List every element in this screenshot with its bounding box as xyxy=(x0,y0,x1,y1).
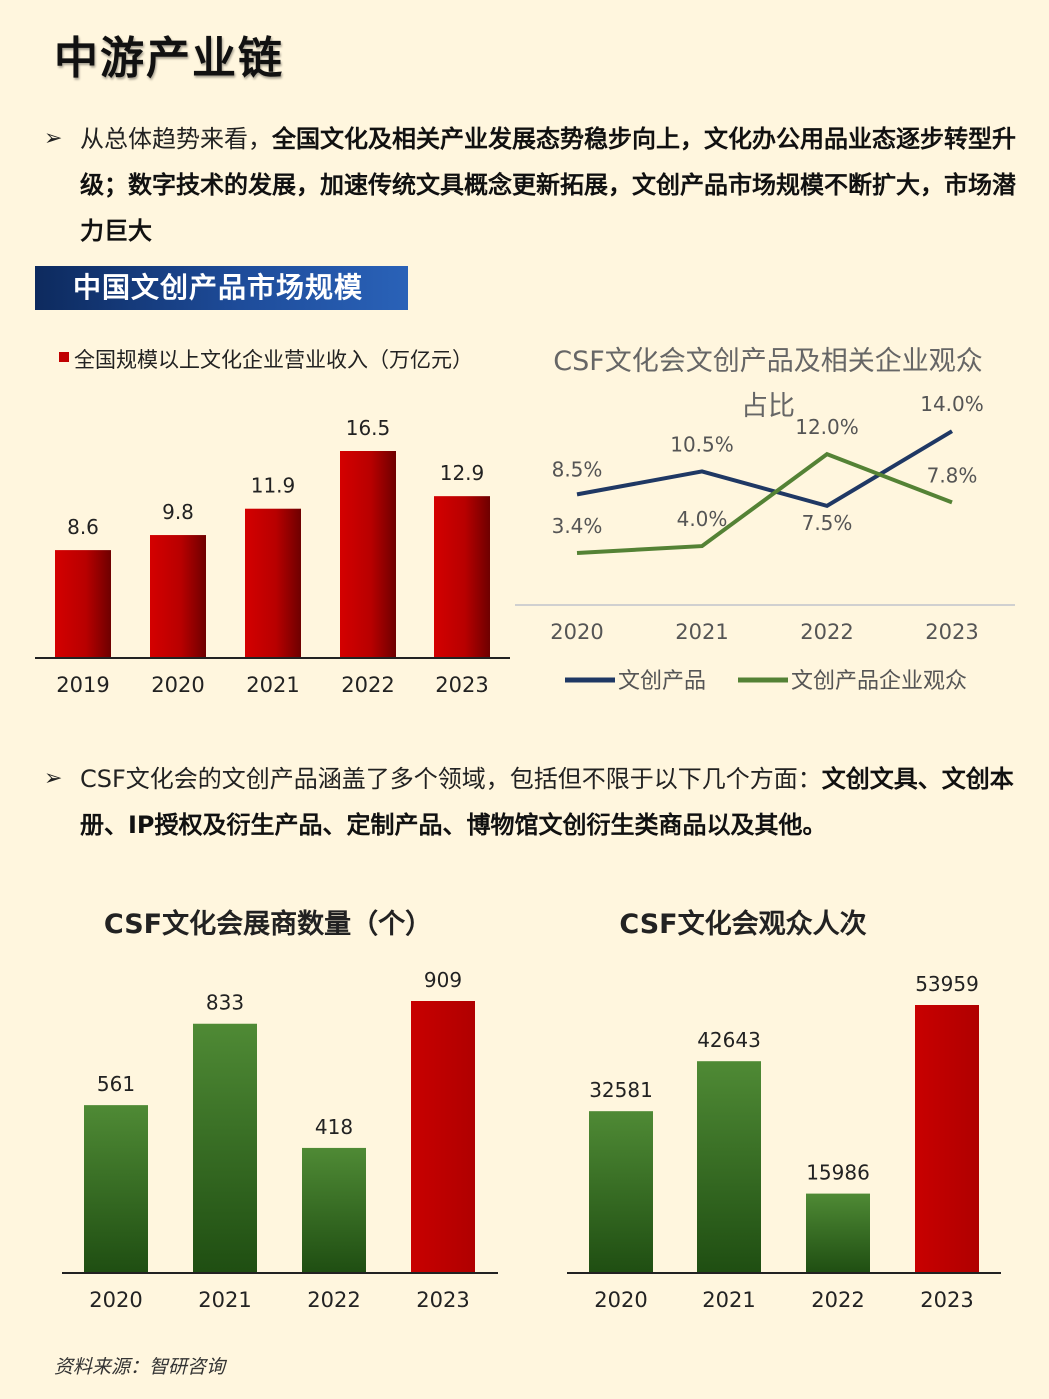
arrow-bullet-icon: ➢ xyxy=(44,126,63,151)
value-label: 418 xyxy=(315,1115,353,1139)
series-line-2 xyxy=(576,451,953,555)
value-label: 15986 xyxy=(806,1161,870,1185)
tick-label: 2020 xyxy=(89,1288,142,1312)
value-label: 11.9 xyxy=(251,474,296,498)
tick-label: 2023 xyxy=(416,1288,469,1312)
bar-2023 xyxy=(411,1001,475,1273)
data-label: 10.5% xyxy=(670,432,734,456)
value-label: 16.5 xyxy=(346,416,391,440)
chart-title: CSF文化会观众人次 xyxy=(619,908,866,940)
revenue-bar-chart: 全国规模以上文化企业营业收入（万亿元） 8.6 2019 9.8 2020 11.9 20… xyxy=(35,348,510,697)
bar-2022 xyxy=(302,1147,366,1273)
legend-label: 文创产品企业观众 xyxy=(791,669,967,694)
exhibitors-bar-chart: CSF文化会展商数量（个） 561 2020 833 2021 418 2022 909 20… xyxy=(62,908,498,1312)
tick-label: 2020 xyxy=(151,673,204,697)
intro-text: 从总体趋势来看，全国文化及相关产业发展态势稳步向上，文化办公用品业态逐步转型升级… xyxy=(80,125,1016,245)
visitors-bar-chart: CSF文化会观众人次 32581 2020 42643 2021 15986 2022 53… xyxy=(567,908,1001,1312)
tick-label: 2021 xyxy=(198,1288,251,1312)
value-label: 53959 xyxy=(915,972,979,996)
chart-title-line1: CSF文化会文创产品及相关企业观众 xyxy=(553,346,983,377)
series-line-1 xyxy=(576,429,954,509)
arrow-bullet-icon: ➢ xyxy=(44,766,63,791)
bar-2020 xyxy=(589,1111,653,1273)
legend-label: 全国规模以上文化企业营业收入（万亿元） xyxy=(74,348,473,372)
bar-2021 xyxy=(245,508,301,658)
tick-label: 2020 xyxy=(550,620,603,644)
intro-bullet: ➢ 从总体趋势来看，全国文化及相关产业发展态势稳步向上，文化办公用品业态逐步转型… xyxy=(44,116,1019,254)
bar-2023 xyxy=(434,496,490,658)
tick-label: 2021 xyxy=(246,673,299,697)
legend-label: 文创产品 xyxy=(618,669,706,694)
data-label: 3.4% xyxy=(552,514,603,538)
bar-2020 xyxy=(84,1105,148,1273)
value-label: 561 xyxy=(97,1072,135,1096)
tick-label: 2022 xyxy=(341,673,394,697)
page-title: 中游产业链 xyxy=(54,33,284,84)
bar-2023 xyxy=(915,1005,979,1273)
source-note: 资料来源：智研咨询 xyxy=(54,1356,226,1378)
tick-label: 2020 xyxy=(594,1288,647,1312)
data-label: 7.5% xyxy=(802,511,853,535)
share-line-chart: CSF文化会文创产品及相关企业观众 占比 8.5% 10.5% 7.5% 14.0% 3… xyxy=(515,346,1015,694)
bar-2022 xyxy=(806,1193,870,1273)
data-label: 4.0% xyxy=(677,507,728,531)
data-label: 12.0% xyxy=(795,415,859,439)
tick-label: 2022 xyxy=(811,1288,864,1312)
legend-swatch xyxy=(59,352,69,362)
chart-title-line2: 占比 xyxy=(741,391,795,422)
data-label: 14.0% xyxy=(920,392,984,416)
bar-2019 xyxy=(55,550,111,658)
value-label: 42643 xyxy=(697,1028,761,1052)
value-label: 833 xyxy=(206,991,244,1015)
scope-bullet: ➢ CSF文化会的文创产品涵盖了多个领域，包括但不限于以下几个方面：文创文具、文… xyxy=(44,756,1019,848)
bar-2022 xyxy=(340,451,396,658)
data-label: 8.5% xyxy=(552,457,603,481)
value-label: 8.6 xyxy=(67,515,99,539)
value-label: 32581 xyxy=(589,1078,653,1102)
bar-2020 xyxy=(150,535,206,658)
tick-label: 2023 xyxy=(435,673,488,697)
value-label: 909 xyxy=(424,968,462,992)
tick-label: 2023 xyxy=(920,1288,973,1312)
bar-2021 xyxy=(193,1023,257,1273)
chart-title: CSF文化会展商数量（个） xyxy=(104,908,432,940)
scope-text: CSF文化会的文创产品涵盖了多个领域，包括但不限于以下几个方面：文创文具、文创本… xyxy=(80,765,1014,839)
tick-label: 2023 xyxy=(925,620,978,644)
section-banner: 中国文创产品市场规模 xyxy=(35,266,408,310)
tick-label: 2022 xyxy=(800,620,853,644)
tick-label: 2021 xyxy=(702,1288,755,1312)
tick-label: 2022 xyxy=(307,1288,360,1312)
tick-label: 2021 xyxy=(675,620,728,644)
tick-label: 2019 xyxy=(56,673,109,697)
value-label: 12.9 xyxy=(440,461,485,485)
bar-2021 xyxy=(697,1061,761,1273)
data-label: 7.8% xyxy=(927,463,978,487)
value-label: 9.8 xyxy=(162,500,194,524)
